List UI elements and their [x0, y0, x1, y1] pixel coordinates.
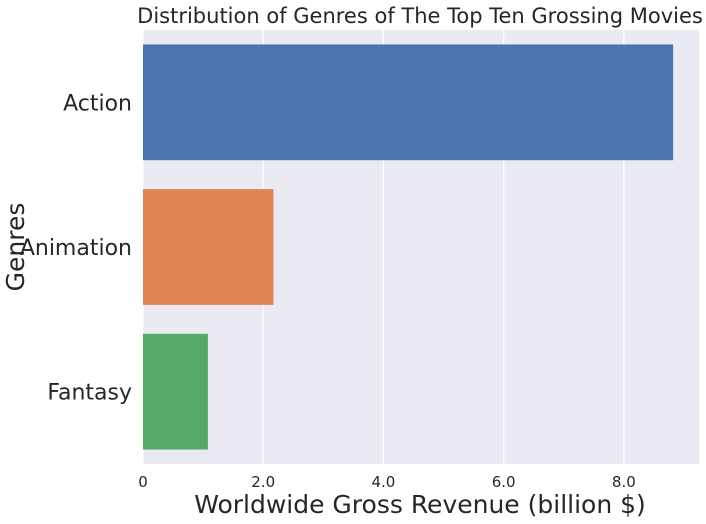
category-label-action: Action: [63, 91, 132, 116]
bar-animation: [143, 189, 274, 305]
category-label-animation: Animation: [20, 236, 132, 261]
category-label-fantasy: Fantasy: [47, 381, 132, 406]
x-tick-label: 0: [138, 473, 148, 491]
x-axis-label: Worldwide Gross Revenue (billion $): [194, 490, 646, 519]
bar-action: [143, 44, 674, 161]
x-tick-label: 4.0: [372, 473, 396, 491]
x-tick-label: 6.0: [492, 473, 516, 491]
x-tick-label: 8.0: [612, 473, 636, 491]
x-tick-label: 2.0: [251, 473, 275, 491]
x-tick-labels: 0 2.0 4.0 6.0 8.0: [138, 473, 636, 491]
chart-title: Distribution of Genres of The Top Ten Gr…: [137, 4, 703, 28]
bar-fantasy: [143, 333, 208, 450]
category-labels: Action Animation Fantasy: [20, 91, 132, 405]
y-axis-label: Genres: [1, 203, 30, 292]
bars: [143, 44, 674, 450]
